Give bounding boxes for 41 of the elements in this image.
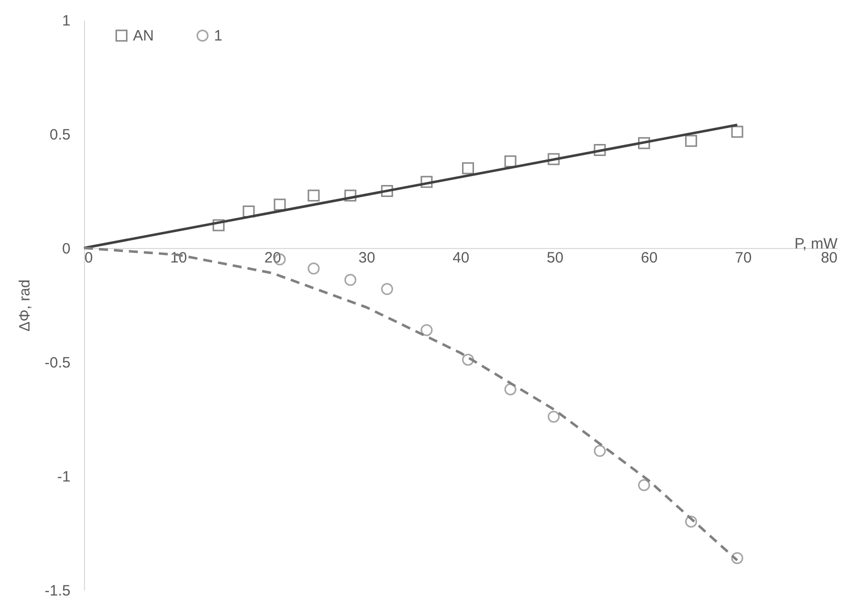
point xyxy=(685,516,698,528)
point xyxy=(504,383,516,396)
point xyxy=(274,198,286,211)
x-tick-label: 50 xyxy=(546,250,564,266)
point xyxy=(548,410,560,423)
legend-label: AN xyxy=(133,28,154,45)
point xyxy=(731,126,744,138)
x-tick-label: 0 xyxy=(84,250,93,266)
point xyxy=(420,176,433,188)
point xyxy=(638,479,650,492)
point xyxy=(548,153,560,166)
point xyxy=(381,283,394,296)
point xyxy=(344,190,356,202)
point xyxy=(731,552,744,564)
x-tick-label: 70 xyxy=(735,250,752,266)
point xyxy=(462,162,474,174)
y-tick-label: -1.5 xyxy=(44,582,70,598)
point xyxy=(420,324,433,336)
x-tick-label: 60 xyxy=(640,250,658,266)
point xyxy=(638,137,650,150)
point xyxy=(344,274,356,286)
x-tick-label: 40 xyxy=(452,250,470,266)
x-axis-title: P, mW xyxy=(794,236,838,252)
point xyxy=(308,262,320,275)
point xyxy=(504,155,516,168)
y-axis-title: ΔΦ, rad xyxy=(16,279,34,332)
point xyxy=(594,444,606,457)
x-tick-label: 80 xyxy=(820,250,838,266)
point xyxy=(308,190,320,202)
y-tick-label: -1 xyxy=(57,468,70,486)
x-tick-label: 20 xyxy=(264,250,282,266)
point xyxy=(381,185,394,197)
legend-label: 1 xyxy=(214,28,222,45)
y-tick-label: -0.5 xyxy=(44,354,70,372)
y-tick-label: 0.5 xyxy=(50,126,70,144)
x-tick-label: 30 xyxy=(358,250,376,266)
y-tick-label: 1 xyxy=(62,12,70,30)
point xyxy=(212,219,225,232)
point xyxy=(594,144,606,156)
point xyxy=(685,134,698,147)
point xyxy=(462,354,474,366)
